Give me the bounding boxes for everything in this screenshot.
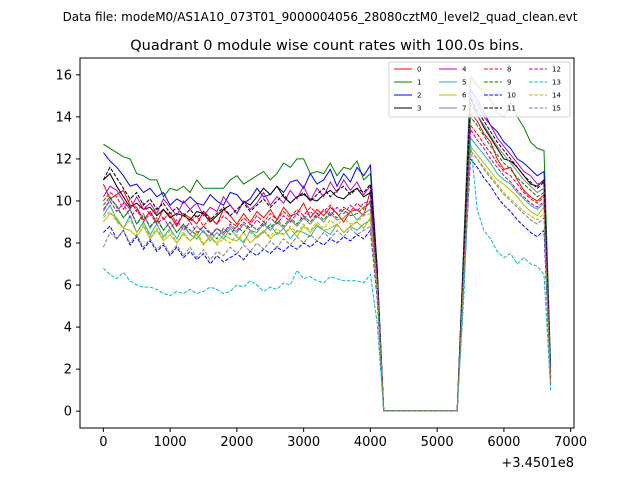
axes-frame	[79, 57, 575, 429]
series-line-9	[103, 115, 552, 412]
series-line-11	[102, 96, 552, 412]
series-line-6	[103, 144, 552, 412]
legend-label-10: 10	[507, 92, 516, 100]
y-tick-label: 6	[64, 279, 72, 294]
legend-label-5: 5	[462, 79, 466, 87]
y-tick-label: 10	[55, 194, 72, 209]
series-line-10	[103, 157, 552, 412]
y-tick-label: 0	[64, 405, 72, 420]
x-tick-label: 3000	[287, 435, 320, 450]
series-line-8	[103, 123, 552, 412]
series-line-15	[102, 149, 552, 412]
legend-label-15: 15	[552, 105, 561, 113]
legend-box	[388, 61, 571, 118]
y-tick-label: 12	[55, 152, 72, 167]
legend-label-11: 11	[507, 105, 516, 113]
chart-suptitle: Data file: modeM0/AS1A10_073T01_90000040…	[63, 10, 578, 24]
y-tick-label: 14	[55, 110, 72, 125]
legend-label-2: 2	[417, 92, 421, 100]
x-offset-label: +3.4501e8	[501, 456, 574, 471]
chart-title: Quadrant 0 module wise count rates with …	[130, 38, 524, 54]
legend-label-0: 0	[417, 66, 421, 74]
x-tick-label: 5000	[421, 435, 454, 450]
legend-label-1: 1	[417, 79, 421, 87]
y-tick-label: 8	[64, 237, 72, 252]
y-tick-label: 16	[55, 68, 72, 83]
x-tick-label: 1000	[154, 435, 187, 450]
axis-ticks: 0 1000 2000 3000 4000 5000 6000 700002468101214…	[55, 68, 587, 450]
x-tick-label: 4000	[354, 435, 387, 450]
plot-area	[80, 58, 574, 428]
legend-label-4: 4	[462, 66, 467, 74]
series-line-13	[103, 142, 552, 412]
series-line-5	[102, 136, 552, 412]
legend-label-8: 8	[507, 66, 511, 74]
series-line-0	[102, 111, 552, 412]
y-tick-label: 4	[64, 321, 72, 336]
legend-label-12: 12	[552, 66, 561, 74]
legend-label-7: 7	[462, 105, 466, 113]
legend-label-9: 9	[507, 79, 511, 87]
series-layer	[102, 75, 552, 412]
legend-label-3: 3	[417, 105, 421, 113]
legend-label-14: 14	[552, 92, 561, 100]
x-tick-label: 0	[99, 435, 107, 450]
legend-label-6: 6	[462, 92, 467, 100]
x-tick-label: 2000	[220, 435, 253, 450]
x-tick-label: 6000	[487, 435, 520, 450]
legend-label-13: 13	[552, 79, 561, 87]
series-line-12	[103, 127, 552, 412]
x-tick-label: 7000	[554, 435, 587, 450]
y-tick-label: 2	[64, 363, 72, 378]
